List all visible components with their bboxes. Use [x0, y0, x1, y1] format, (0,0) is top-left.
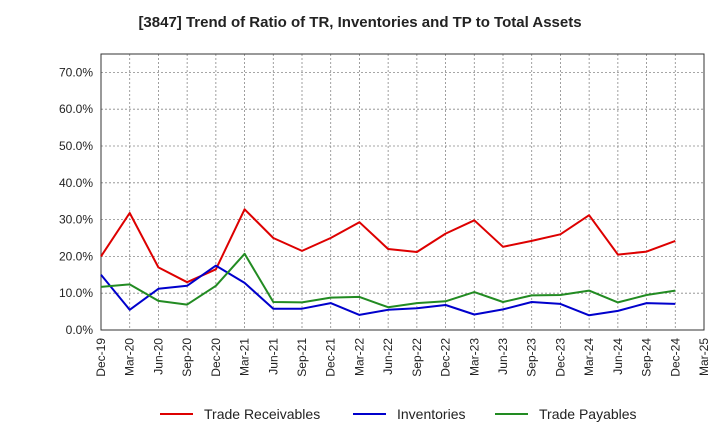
x-tick-label: Dec-23 [553, 338, 567, 377]
series-line-1 [100, 264, 676, 317]
x-tick-label: Jun-20 [151, 338, 165, 375]
x-tick-label: Jun-23 [496, 338, 510, 375]
legend-label: Trade Payables [539, 406, 637, 422]
legend: Trade Receivables Inventories Trade Payabl… [160, 406, 637, 422]
x-tick-label: Mar-25 [697, 338, 711, 376]
x-tick-label: Mar-22 [352, 338, 366, 376]
x-tick-label: Mar-24 [582, 338, 596, 376]
series-layer [100, 208, 676, 317]
x-tick-label: Mar-23 [467, 338, 481, 376]
legend-label: Inventories [397, 406, 465, 422]
x-tick-label: Mar-20 [123, 338, 137, 376]
x-tick-label: Dec-22 [439, 338, 453, 377]
series-line-2 [100, 252, 676, 309]
x-tick-label: Sep-24 [640, 338, 654, 377]
x-tick-label: Sep-20 [180, 338, 194, 377]
axis-layer: 0.0% 10.0% 20.0% 30.0% 40.0% 50.0% 60.0% 70.0% D… [59, 53, 711, 377]
y-tick-label: 70.0% [59, 65, 93, 79]
y-tick-label: 20.0% [59, 249, 93, 263]
chart-title: [3847] Trend of Ratio of TR, Inventories… [138, 14, 582, 31]
grid-layer [100, 54, 705, 331]
plot-frame [100, 53, 705, 331]
x-tick-label: Dec-19 [94, 338, 108, 377]
x-tick-label: Dec-24 [668, 338, 682, 377]
x-tick-label: Dec-20 [209, 338, 223, 377]
y-tick-label: 10.0% [59, 286, 93, 300]
x-tick-label: Sep-23 [525, 338, 539, 377]
x-tick-label: Mar-21 [238, 338, 252, 376]
legend-label: Trade Receivables [204, 406, 320, 422]
y-tick-label: 40.0% [59, 176, 93, 190]
x-tick-label: Sep-22 [410, 338, 424, 377]
y-tick-label: 50.0% [59, 139, 93, 153]
y-tick-label: 30.0% [59, 213, 93, 227]
x-tick-label: Sep-21 [295, 338, 309, 377]
y-tick-label: 60.0% [59, 102, 93, 116]
x-tick-label: Jun-21 [266, 338, 280, 375]
x-tick-label: Jun-22 [381, 338, 395, 375]
y-tick-label: 0.0% [66, 323, 94, 337]
x-tick-label: Dec-21 [324, 338, 338, 377]
x-tick-label: Jun-24 [611, 338, 625, 375]
